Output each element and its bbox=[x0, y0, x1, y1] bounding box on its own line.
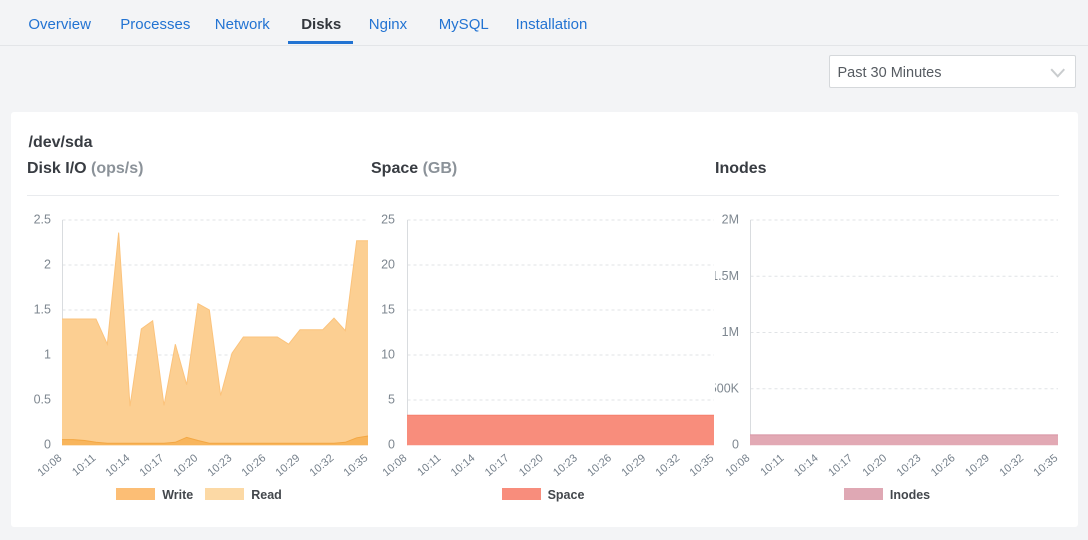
svg-text:10:26: 10:26 bbox=[585, 452, 614, 479]
svg-text:10:11: 10:11 bbox=[415, 452, 443, 478]
svg-text:10:35: 10:35 bbox=[688, 452, 715, 479]
svg-text:10:20: 10:20 bbox=[172, 452, 201, 479]
svg-text:10:35: 10:35 bbox=[342, 452, 371, 479]
svg-text:1: 1 bbox=[44, 347, 51, 361]
svg-text:10:08: 10:08 bbox=[724, 452, 753, 479]
svg-text:2: 2 bbox=[44, 257, 51, 271]
svg-text:0.5: 0.5 bbox=[34, 392, 51, 406]
svg-text:10:23: 10:23 bbox=[206, 452, 235, 479]
svg-text:10:14: 10:14 bbox=[792, 452, 821, 479]
svg-text:10:35: 10:35 bbox=[1032, 452, 1059, 479]
svg-text:10:32: 10:32 bbox=[997, 452, 1026, 479]
svg-text:10:08: 10:08 bbox=[36, 452, 65, 479]
svg-text:10: 10 bbox=[381, 347, 395, 361]
svg-text:15: 15 bbox=[381, 302, 395, 316]
svg-text:10:17: 10:17 bbox=[826, 452, 855, 479]
svg-text:0: 0 bbox=[44, 437, 51, 451]
svg-text:10:32: 10:32 bbox=[653, 452, 682, 479]
svg-text:10:32: 10:32 bbox=[308, 452, 337, 479]
svg-text:10:29: 10:29 bbox=[963, 452, 992, 479]
svg-text:2.5: 2.5 bbox=[34, 212, 51, 226]
svg-text:1.5: 1.5 bbox=[34, 302, 51, 316]
svg-text:0: 0 bbox=[732, 437, 739, 451]
svg-text:10:20: 10:20 bbox=[860, 452, 889, 479]
svg-text:10:17: 10:17 bbox=[483, 452, 512, 479]
svg-text:500K: 500K bbox=[715, 381, 740, 395]
svg-text:2M: 2M bbox=[722, 212, 739, 226]
svg-text:10:26: 10:26 bbox=[929, 452, 958, 479]
svg-text:20: 20 bbox=[381, 257, 395, 271]
svg-text:10:08: 10:08 bbox=[381, 452, 410, 479]
svg-text:1.5M: 1.5M bbox=[715, 268, 739, 282]
svg-text:10:11: 10:11 bbox=[758, 452, 786, 478]
svg-text:10:14: 10:14 bbox=[104, 452, 133, 479]
svg-text:10:11: 10:11 bbox=[70, 452, 98, 478]
svg-text:10:23: 10:23 bbox=[895, 452, 924, 479]
svg-text:25: 25 bbox=[381, 212, 395, 226]
svg-text:10:17: 10:17 bbox=[138, 452, 167, 479]
svg-text:10:20: 10:20 bbox=[517, 452, 546, 479]
svg-text:0: 0 bbox=[388, 437, 395, 451]
svg-text:10:14: 10:14 bbox=[449, 452, 478, 479]
svg-text:10:29: 10:29 bbox=[274, 452, 303, 479]
svg-text:5: 5 bbox=[388, 392, 395, 406]
svg-text:10:26: 10:26 bbox=[240, 452, 269, 479]
svg-text:10:29: 10:29 bbox=[619, 452, 648, 479]
svg-text:10:23: 10:23 bbox=[551, 452, 580, 479]
svg-text:1M: 1M bbox=[722, 325, 739, 339]
